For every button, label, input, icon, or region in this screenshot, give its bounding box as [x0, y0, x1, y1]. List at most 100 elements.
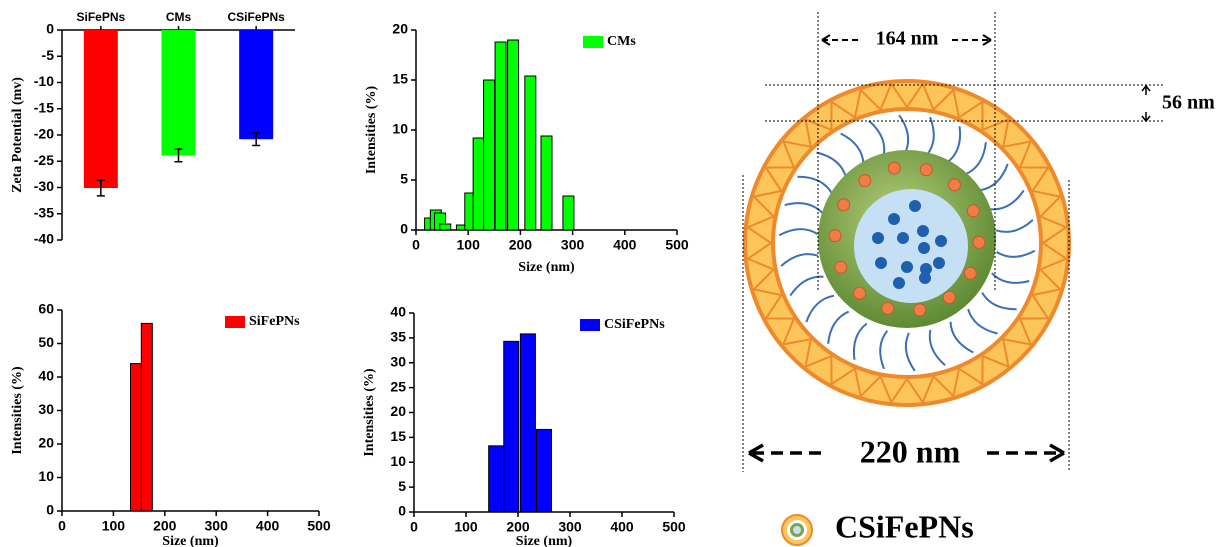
orange-dot [829, 230, 841, 242]
y-tick-label: 0 [46, 502, 54, 518]
orange-dot [888, 162, 900, 174]
legend-icon [782, 515, 812, 545]
bar [495, 42, 506, 230]
legend-label: CSiFePNs [604, 317, 665, 332]
diagram: 164 nm 56 nm 220 nm CSiFePNs [743, 12, 1215, 545]
bar [525, 76, 536, 230]
y-tick-label: -15 [34, 99, 54, 115]
x-tick-label: 0 [410, 519, 418, 535]
y-tick-label: 0 [400, 221, 408, 237]
y-tick-label: 15 [390, 428, 406, 444]
y-tick-label: 20 [392, 21, 408, 37]
bar [473, 138, 484, 230]
x-tick-label: 100 [454, 519, 478, 535]
blue-dot [918, 242, 930, 254]
y-tick-label: 5 [398, 478, 406, 494]
y-tick-label: 15 [392, 71, 408, 87]
orange-dot [835, 261, 847, 273]
x-axis-label: Size (nm) [516, 534, 573, 547]
x-axis-label: Size (nm) [518, 260, 575, 275]
x-tick-label: 500 [307, 518, 331, 534]
bar [489, 446, 504, 512]
y-axis-label: Intensities (%) [362, 368, 377, 457]
bar [239, 30, 273, 139]
x-tick-label: 500 [662, 519, 686, 535]
bar [131, 364, 142, 511]
y-tick-label: -35 [34, 204, 54, 220]
y-tick-label: 10 [38, 468, 54, 484]
y-tick-label: 60 [38, 301, 54, 317]
x-tick-label: 400 [610, 519, 634, 535]
blue-dot [875, 257, 887, 269]
y-tick-label: 35 [390, 329, 406, 345]
blue-dot [893, 277, 905, 289]
y-tick-label: 50 [38, 334, 54, 350]
blue-dot [897, 232, 909, 244]
x-tick-label: 0 [58, 518, 66, 534]
outer-diameter-label: 220 nm [860, 433, 961, 469]
blue-dot [919, 272, 931, 284]
blue-dot [909, 200, 921, 212]
category-label: CSiFePNs [227, 10, 285, 24]
blue-dot [933, 257, 945, 269]
figure: 164 nm 56 nm 220 nm CSiFePNs 0 -5 -10 -15 -2… [0, 0, 1229, 547]
x-axis-label: Size (nm) [162, 534, 219, 547]
y-tick-label: 5 [400, 171, 408, 187]
y-tick-label: 25 [390, 378, 406, 394]
orange-dot [943, 291, 955, 303]
orange-dot [964, 267, 976, 279]
bar [541, 136, 552, 230]
y-tick-label: -10 [34, 73, 54, 89]
orange-dot [859, 175, 871, 187]
bar [141, 323, 152, 511]
x-tick-label: 300 [205, 518, 229, 534]
category-label: SiFePNs [76, 10, 125, 24]
icon-center [793, 526, 801, 534]
legend-label: CSiFePNs [835, 508, 974, 544]
inner-width-label: 164 nm [876, 28, 939, 50]
y-tick-label: 30 [38, 401, 54, 417]
bar [520, 334, 535, 512]
x-tick-label: 200 [506, 519, 530, 535]
y-tick-label: 10 [392, 121, 408, 137]
legend-label: CMs [607, 34, 636, 49]
shell-label: 56 nm [1162, 92, 1215, 114]
orange-dot [882, 302, 894, 314]
legend-swatch [225, 316, 245, 328]
orange-dot [920, 164, 932, 176]
y-tick-label: 30 [390, 353, 406, 369]
orange-dot [914, 304, 926, 316]
orange-dot [973, 236, 985, 248]
orange-dot [948, 179, 960, 191]
y-axis-label: Intensities (%) [364, 86, 379, 175]
y-tick-label: -5 [42, 47, 55, 63]
x-tick-label: 400 [256, 518, 280, 534]
x-tick-label: 100 [102, 518, 126, 534]
blue-dot [872, 232, 884, 244]
y-tick-label: 10 [390, 453, 406, 469]
category-label: CMs [166, 10, 192, 24]
x-tick-label: 400 [613, 237, 637, 253]
x-tick-label: 200 [509, 237, 533, 253]
y-tick-label: -40 [34, 231, 54, 247]
bar [84, 30, 118, 188]
x-tick-label: 300 [561, 237, 585, 253]
blue-dot [901, 261, 913, 273]
bar [162, 30, 196, 155]
y-axis-label: Zeta Potential (mv) [10, 77, 25, 193]
y-tick-label: -25 [34, 152, 54, 168]
y-tick-label: 40 [38, 368, 54, 384]
blue-dot [917, 225, 929, 237]
bar [504, 341, 519, 512]
bar [484, 80, 495, 230]
y-tick-label: 0 [398, 503, 406, 519]
y-tick-label: -20 [34, 126, 54, 142]
bar [537, 429, 552, 512]
legend-label: SiFePNs [249, 314, 300, 329]
bar [440, 224, 451, 230]
bar [563, 196, 574, 230]
y-tick-label: 40 [390, 304, 406, 320]
x-tick-label: 0 [412, 237, 420, 253]
bar [508, 40, 519, 230]
blue-dot [888, 213, 900, 225]
